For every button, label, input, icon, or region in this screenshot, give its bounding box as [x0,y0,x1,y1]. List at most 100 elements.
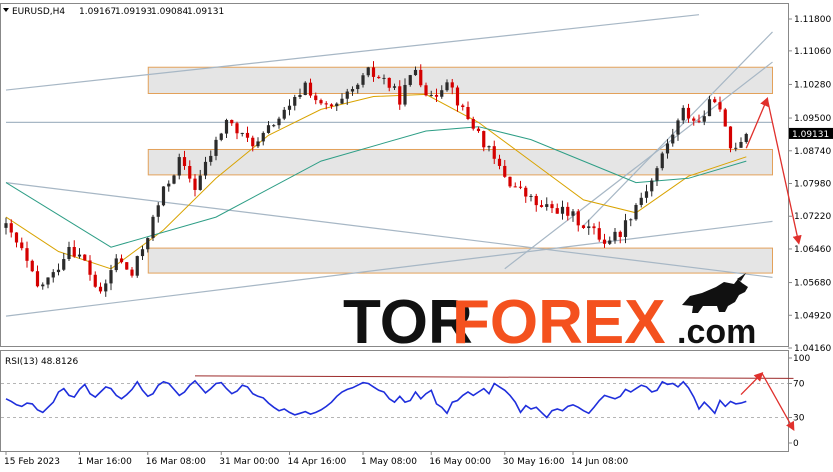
price-tick-label: 1.08740 [794,147,831,157]
candle [35,265,40,288]
candle [214,136,218,161]
candle [377,75,381,79]
candle [392,83,397,90]
candle [471,116,475,131]
candle [623,213,628,244]
time-tick-label: 1 May 08:00 [361,457,417,467]
candle [261,131,265,146]
candle [713,96,717,104]
candle [650,178,654,197]
candle [203,156,208,180]
candle [429,90,433,97]
candle [597,221,601,242]
candle [697,114,701,124]
candle [161,186,166,207]
candle [419,64,423,88]
candle [702,110,706,126]
candle [503,160,507,178]
rsi-tick-label: 70 [793,380,805,390]
candle [298,88,302,100]
logo-text-tor: TOR [343,288,473,357]
bull-icon [682,273,748,313]
trendline [504,61,773,270]
rsi-label: RSI(13) 48.8126 [5,357,78,367]
candle [660,151,664,171]
candle [681,105,685,124]
time-tick-label: 14 Apr 16:00 [288,457,347,467]
candle [602,233,607,248]
candle [30,259,34,273]
candle [644,184,649,203]
candle [135,255,139,278]
candle [440,85,444,99]
candle [72,240,76,258]
candle [424,82,428,97]
forecast-arrow [766,98,802,245]
candle [718,96,722,112]
candle [235,121,239,140]
candle [723,107,727,127]
candle [51,269,55,283]
time-tick-label: 16 Mar 08:00 [146,457,206,467]
candle [277,116,281,129]
candle [487,145,491,152]
rsi-line [5,379,747,419]
candle [324,101,328,110]
current-price-tag: 1.09131 [789,127,833,140]
time-tick-label: 1 Mar 16:00 [78,457,133,467]
price-tick-label: 1.05680 [794,279,831,289]
high-value: 1.09193 [115,7,152,17]
candle [56,263,61,276]
candle [62,252,66,272]
candle [272,124,276,128]
dropdown-triangle-icon[interactable] [3,8,9,12]
candle [482,130,486,152]
rsi-series [5,379,747,419]
price-zone [147,148,773,176]
price-tick-label: 1.10280 [794,80,831,90]
candle [4,217,8,235]
rsi-panel [0,350,789,452]
candle [618,230,622,244]
candle [476,126,481,133]
candle [193,174,197,197]
candle [140,245,145,261]
trendline [5,220,773,317]
candle [655,166,659,187]
candle [335,102,339,111]
candle [566,202,570,221]
candle [125,262,129,270]
candle [77,248,82,259]
candle [539,200,544,208]
candle [167,180,171,192]
candle [182,150,187,170]
candle [461,103,465,111]
rsi-axis: 100 70 30 0 [788,354,810,449]
candle [382,74,386,85]
price-zone [147,66,773,94]
candle [744,132,748,144]
candle [245,126,250,142]
candle [41,282,45,290]
candle [445,79,449,92]
time-axis: 15 Feb 2023 1 Mar 16:00 16 Mar 08:00 31 Mar… [4,451,628,467]
candle [608,236,612,245]
candle [25,241,29,268]
candle [146,237,150,253]
rsi-tick-label: 30 [793,414,805,424]
logo-text-forex: FOREX [452,288,666,357]
candle [529,193,533,202]
candle [524,185,528,203]
time-tick-label: 14 Jun 08:00 [571,457,628,467]
time-tick-label: 31 Mar 00:00 [219,457,279,467]
price-tick-label: 1.04920 [794,311,831,321]
candle [466,101,470,121]
candle [104,279,108,297]
candle [371,61,376,82]
low-value: 1.09084 [151,7,188,17]
candle [88,255,92,281]
candle [366,66,370,78]
forecast-arrow [745,96,769,149]
candle [692,116,696,126]
rsi-forecast-arrow [740,372,764,396]
